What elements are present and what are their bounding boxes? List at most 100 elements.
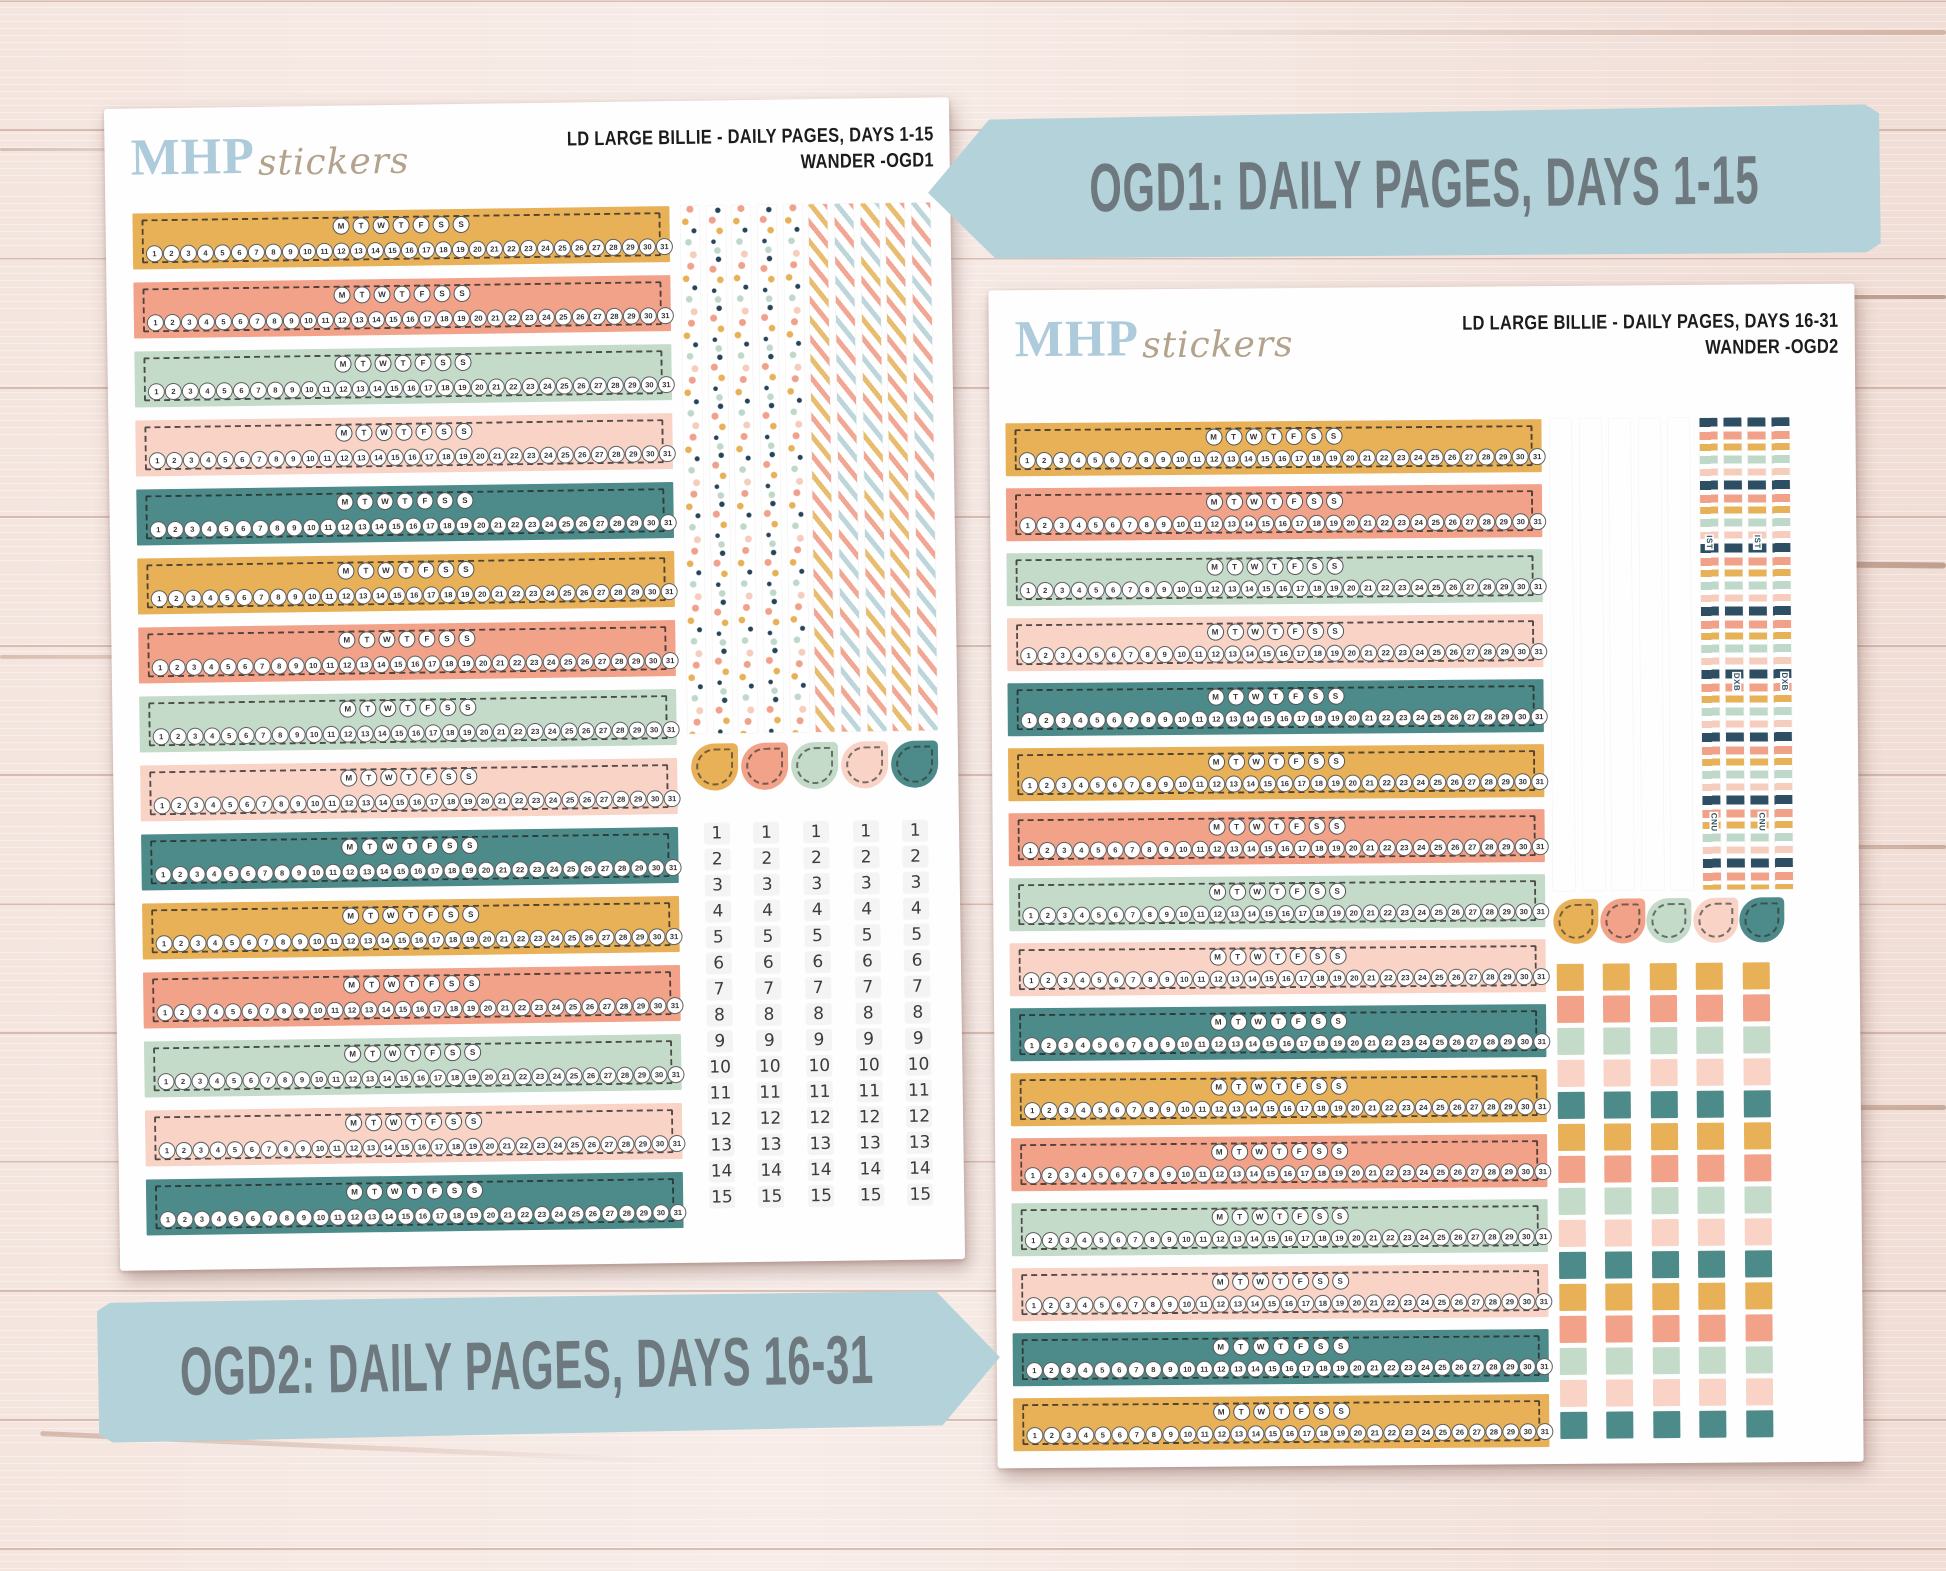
date-circle: 2 (1037, 711, 1055, 730)
square-sticker-mint (1557, 1027, 1585, 1055)
weekday-circle: S (461, 836, 479, 855)
date-strip-mustard: M T W T F S S 1 2 3 4 5 6 7 8 9 10 11 12 13 14 15 16 17 18 19 20 21… (142, 896, 683, 960)
day-number-cell: 14 (708, 1160, 735, 1183)
date-circle: 3 (187, 796, 205, 814)
date-circle: 19 (1326, 644, 1344, 662)
date-circle: 10 (299, 312, 318, 330)
date-circle: 15 (396, 1138, 414, 1156)
date-circle: 20 (471, 447, 489, 465)
date-circle: 27 (1463, 773, 1481, 791)
date-circle: 13 (1230, 1425, 1248, 1443)
weekday-circle: T (405, 1182, 424, 1200)
date-circle: 19 (1324, 449, 1342, 467)
weekday-circle: S (1324, 427, 1343, 445)
date-circle: 7 (251, 519, 269, 537)
date-circle: 2 (175, 1141, 193, 1160)
date-circle: 31 (655, 238, 674, 256)
date-strip-salmon: M T W T F S S 1 2 3 4 5 6 7 8 9 10 11 12 13 14 15 16 17 18 19 20 21… (1011, 1134, 1552, 1192)
weekday-circle: T (404, 1113, 423, 1131)
date-circle: 26 (1443, 448, 1461, 466)
date-circle: 29 (1501, 1293, 1519, 1311)
date-circle: 24 (1415, 1163, 1433, 1182)
weekday-circle: S (458, 629, 476, 648)
logo-stickers-text: stickers (257, 140, 410, 184)
square-sticker-mustard (1742, 962, 1770, 990)
date-circle: 3 (191, 1072, 209, 1090)
date-circle: 28 (1478, 513, 1496, 531)
date-circle: 21 (1362, 969, 1380, 987)
washi-strip-floral (680, 205, 707, 734)
square-sticker-salmon (1742, 994, 1770, 1022)
date-circle: 13 (352, 449, 370, 467)
date-circle: 1 (1022, 907, 1040, 925)
date-circle: 5 (226, 1141, 244, 1159)
date-circle: 19 (454, 447, 472, 466)
date-circle: 11 (327, 1070, 345, 1088)
square-sticker-teal (1558, 1251, 1587, 1279)
date-number-row: 1 2 3 4 5 6 7 8 9 10 11 12 13 14 15 16 17 18 19 20 21 22 23 24 2… (1019, 513, 1547, 535)
date-circle: 23 (519, 239, 538, 258)
date-circle: 5 (1087, 516, 1105, 534)
date-circle: 18 (447, 1138, 465, 1156)
date-circle: 7 (254, 726, 272, 744)
date-circle: 26 (1450, 1358, 1468, 1376)
date-circle: 18 (1310, 839, 1328, 857)
date-circle: 11 (315, 242, 334, 261)
weekday-circle: W (381, 837, 399, 856)
date-circle: 19 (456, 585, 474, 604)
date-circle: 31 (656, 307, 674, 325)
date-circle: 8 (273, 864, 291, 882)
square-sticker-salmon (1559, 1315, 1587, 1343)
date-circle: 14 (1240, 515, 1258, 533)
date-circle: 2 (1040, 1036, 1058, 1055)
weekday-circle: T (1227, 688, 1245, 706)
weekday-circle: M (1212, 1338, 1230, 1356)
date-number-row: 1 2 3 4 5 6 7 8 9 10 11 12 13 14 15 16 17 18 19 20 21 22 23 24 2… (1021, 773, 1549, 795)
date-circle: 30 (642, 514, 660, 532)
day-number-cell: 4 (804, 898, 831, 922)
square-sticker-mint (1651, 1187, 1679, 1215)
weekday-circle: S (1306, 622, 1324, 640)
weekday-circle: S (457, 560, 475, 579)
logo-mhp-text: MHP (1014, 310, 1140, 369)
weekday-circle: T (1232, 1403, 1250, 1421)
weekday-circle: T (1269, 948, 1287, 966)
date-circle: 19 (464, 1137, 482, 1156)
date-circle: 6 (1105, 646, 1123, 664)
date-circle: 19 (455, 516, 473, 535)
date-circle: 15 (390, 724, 408, 743)
date-circle: 25 (556, 446, 574, 464)
date-circle: 4 (196, 244, 215, 262)
date-circle: 10 (306, 794, 324, 813)
day-number-cell: 7 (805, 976, 832, 1000)
date-circle: 5 (222, 865, 240, 883)
weekday-circle: T (365, 1183, 384, 1201)
date-circle: 12 (1212, 1295, 1230, 1313)
date-number-row: 1 2 3 4 5 6 7 8 9 10 11 12 13 14 15 16 17 18 19 20 21 22 23 24 2… (1026, 1423, 1554, 1445)
date-circle: 11 (321, 656, 339, 674)
date-number-row: 1 2 3 4 5 6 7 8 9 10 11 12 13 14 15 16 17 18 19 20 21 22 23 24 2… (1024, 1163, 1552, 1185)
day-number-cell: 9 (855, 1028, 882, 1051)
date-number-row: 1 2 3 4 5 6 7 8 9 10 11 12 13 14 15 16 17 18 19 20 21 22 23 24 2… (159, 1203, 687, 1229)
date-circle: 22 (514, 1068, 532, 1086)
date-circle: 6 (240, 933, 258, 952)
square-sticker-blush (1652, 1379, 1680, 1407)
date-circle: 14 (1241, 645, 1259, 663)
date-circle: 1 (1021, 842, 1039, 860)
date-circle: 21 (1366, 1424, 1384, 1442)
mhp-stickers-logo: MHPstickers (130, 125, 410, 188)
date-circle: 10 (1174, 775, 1192, 793)
date-circle: 23 (532, 1136, 550, 1155)
weekday-circle: F (1286, 622, 1304, 641)
weekday-circle: M (1208, 883, 1226, 901)
weekday-circle: W (384, 1044, 402, 1063)
date-circle: 14 (1239, 450, 1257, 468)
date-strip-mustard: M T W T F S S 1 2 3 4 5 6 7 8 9 10 11 12 13 14 15 16 17 18 19 20 21… (137, 551, 678, 615)
weekday-circle: M (1208, 818, 1226, 836)
date-circle: 11 (1190, 710, 1208, 728)
date-circle: 22 (1380, 1099, 1398, 1117)
date-circle: 12 (341, 863, 359, 881)
